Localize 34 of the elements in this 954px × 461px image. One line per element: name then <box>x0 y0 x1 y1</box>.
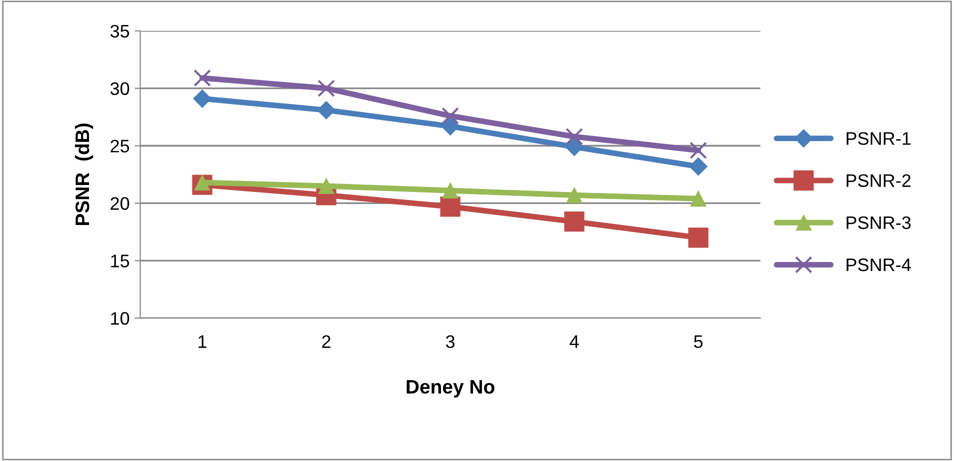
point <box>566 187 582 204</box>
point <box>565 138 584 156</box>
legend-label: PSNR-1 <box>846 132 911 145</box>
y-tick-label: 15 <box>111 254 130 268</box>
y-tick-label: 30 <box>110 82 130 96</box>
point <box>317 100 336 120</box>
point <box>690 190 706 207</box>
point <box>442 107 459 125</box>
y-tick-label: 35 <box>110 24 130 38</box>
point <box>441 117 460 136</box>
point <box>440 196 460 217</box>
x-tick-label: 5 <box>694 335 703 348</box>
point <box>318 178 334 194</box>
point <box>564 212 584 232</box>
legend-label: PSNR-4 <box>846 258 911 272</box>
x-tick-label: 4 <box>570 335 579 348</box>
point <box>193 89 212 108</box>
x-tick-label: 1 <box>198 335 206 348</box>
point <box>690 142 708 160</box>
point <box>442 182 458 199</box>
point <box>689 157 708 176</box>
point <box>194 69 211 87</box>
point <box>688 228 708 248</box>
x-axis-title: Deney No <box>406 380 494 398</box>
point <box>566 128 583 146</box>
legend-label: PSNR-2 <box>846 174 911 187</box>
y-tick-label: 25 <box>110 140 130 152</box>
y-tick-label: 10 <box>111 312 130 325</box>
point <box>318 80 335 98</box>
y-axis-title: PSNR (dB) <box>74 124 94 226</box>
x-tick-label: 2 <box>322 335 330 348</box>
x-tick-label: 3 <box>446 335 455 348</box>
legend-label: PSNR-3 <box>846 216 911 230</box>
y-tick-label: 20 <box>110 197 130 210</box>
